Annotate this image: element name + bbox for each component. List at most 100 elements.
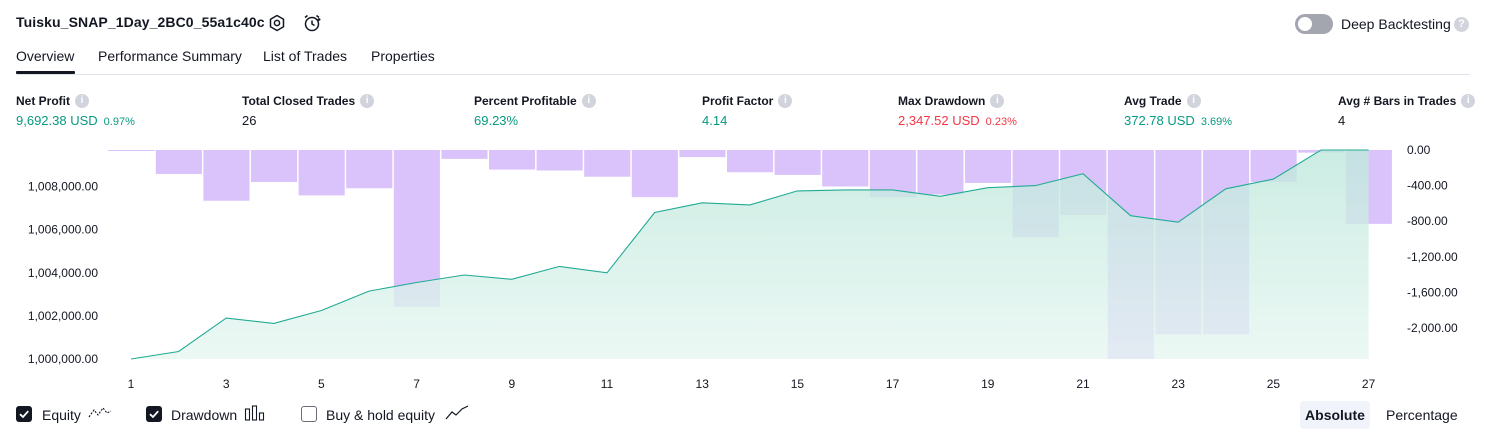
x-axis-tick-label: 25 <box>1267 377 1281 390</box>
deep-backtesting-label: Deep Backtesting <box>1341 16 1451 32</box>
left-axis-tick-label: 1,002,000.00 <box>28 309 98 323</box>
metric-value: 4.14 <box>702 113 728 128</box>
drawdown-bar <box>536 150 583 171</box>
info-icon[interactable]: i <box>360 94 375 108</box>
active-tab-indicator <box>16 71 75 74</box>
tab-performance-summary[interactable]: Performance Summary <box>98 48 242 64</box>
drawdown-bar <box>869 150 916 198</box>
equity-line-icon <box>88 407 112 418</box>
metric-value: 9,692.38 USD <box>16 113 98 128</box>
right-axis-ticks: 0.00 -400.00 -800.00 -1,200.00 -1,600.00 -2,0… <box>1407 143 1458 335</box>
left-axis-tick-label: 1,008,000.00 <box>28 180 98 194</box>
alert-clock-icon[interactable] <box>302 13 322 33</box>
drawdown-label: Drawdown <box>171 407 238 423</box>
x-axis-tick-label: 21 <box>1076 377 1090 390</box>
buy-hold-line-icon <box>445 405 469 420</box>
drawdown-bar <box>298 150 345 196</box>
drawdown-bar <box>679 150 726 158</box>
metric-label: Avg Trade <box>1124 94 1182 108</box>
drawdown-bar <box>917 150 964 195</box>
metric-percent: 3.69% <box>1200 116 1233 128</box>
x-axis-tick-label: 13 <box>696 377 710 390</box>
drawdown-bar <box>108 150 155 151</box>
metric-label: Net Profit <box>16 94 70 108</box>
metric-value: 69.23% <box>474 113 519 128</box>
equity-checkbox[interactable] <box>16 406 32 422</box>
metric-profit-factor: Profit Factor i 4.14 <box>702 94 793 128</box>
info-icon[interactable]: i <box>990 94 1005 108</box>
info-icon[interactable]: i <box>75 94 89 108</box>
x-axis-ticks: 1 3 5 7 9 11 13 15 17 19 21 23 25 27 <box>128 377 1376 390</box>
x-axis-tick-label: 27 <box>1362 377 1376 390</box>
left-axis-tick-label: 1,004,000.00 <box>28 266 98 280</box>
x-axis-tick-label: 7 <box>413 377 420 390</box>
tab-properties[interactable]: Properties <box>371 48 435 64</box>
drawdown-bar <box>965 150 1012 183</box>
tab-list-of-trades[interactable]: List of Trades <box>263 48 348 64</box>
drawdown-bar <box>203 150 250 201</box>
x-axis-tick-label: 15 <box>791 377 805 390</box>
deep-backtesting-help-icon[interactable]: ? <box>1454 17 1469 32</box>
tab-overview[interactable]: Overview <box>16 48 75 64</box>
drawdown-bar <box>727 150 774 173</box>
buy-hold-checkbox[interactable] <box>301 406 317 422</box>
drawdown-bars-icon <box>244 405 265 421</box>
metric-net-profit: Net Profit i 9,692.38 USD 0.97% <box>16 94 135 128</box>
x-axis-tick-label: 23 <box>1172 377 1186 390</box>
right-axis-tick-label: -1,200.00 <box>1407 250 1458 264</box>
absolute-button[interactable]: Absolute <box>1300 401 1370 429</box>
x-axis-tick-label: 3 <box>223 377 230 390</box>
drawdown-bar <box>346 150 393 189</box>
metric-avg-bars-in-trades: Avg # Bars in Trades i 4 <box>1338 94 1476 128</box>
drawdown-bar <box>822 150 869 187</box>
info-icon[interactable]: i <box>581 94 596 108</box>
equity-drawdown-chart[interactable]: 1,000,000.00 1,002,000.00 1,004,000.00 1,00… <box>0 140 1486 390</box>
metric-value: 372.78 USD <box>1124 113 1195 128</box>
metric-total-closed-trades: Total Closed Trades i 26 <box>242 94 375 128</box>
x-axis-tick-label: 19 <box>981 377 995 390</box>
metric-label: Max Drawdown <box>898 94 986 108</box>
right-axis-tick-label: -800.00 <box>1407 214 1448 228</box>
x-axis-tick-label: 17 <box>886 377 900 390</box>
metric-avg-trade: Avg Trade i 372.78 USD 3.69% <box>1124 94 1232 128</box>
left-axis-ticks: 1,000,000.00 1,002,000.00 1,004,000.00 1,00… <box>28 180 98 366</box>
right-axis-tick-label: -2,000.00 <box>1407 321 1458 335</box>
metric-percent: 0.23% <box>985 116 1017 128</box>
metric-percent-profitable: Percent Profitable i 69.23% <box>474 94 596 128</box>
info-icon[interactable]: i <box>778 94 793 108</box>
equity-area <box>131 150 1369 359</box>
right-axis-tick-label: -1,600.00 <box>1407 285 1458 299</box>
metric-max-drawdown: Max Drawdown i 2,347.52 USD 0.23% <box>898 94 1017 128</box>
buy-hold-label: Buy & hold equity <box>326 407 435 423</box>
deep-backtesting-toggle[interactable] <box>1295 14 1333 34</box>
x-axis-tick-label: 11 <box>601 377 614 390</box>
toggle-knob <box>1298 17 1312 31</box>
drawdown-bar <box>631 150 678 198</box>
metric-value: 26 <box>242 113 257 128</box>
info-icon[interactable]: i <box>1461 94 1476 108</box>
right-axis-tick-label: -400.00 <box>1407 179 1448 193</box>
x-axis-tick-label: 5 <box>318 377 325 390</box>
metric-value: 2,347.52 USD <box>898 113 980 128</box>
drawdown-bar <box>441 150 488 159</box>
info-icon[interactable]: i <box>1186 94 1201 108</box>
settings-gear-icon[interactable] <box>268 14 286 32</box>
metric-label: Total Closed Trades <box>242 94 356 108</box>
equity-label: Equity <box>42 407 81 423</box>
drawdown-bar <box>774 150 821 175</box>
drawdown-checkbox[interactable] <box>146 406 162 422</box>
metric-label: Percent Profitable <box>474 94 577 108</box>
drawdown-bar <box>155 150 202 175</box>
percentage-button[interactable]: Percentage <box>1386 407 1458 423</box>
metric-percent: 0.97% <box>103 116 135 128</box>
metric-label: Avg # Bars in Trades <box>1338 94 1457 108</box>
drawdown-bar <box>584 150 631 177</box>
left-axis-tick-label: 1,000,000.00 <box>28 352 98 366</box>
equity-line <box>130 149 1369 360</box>
right-axis-tick-label: 0.00 <box>1407 143 1431 157</box>
x-axis-tick-label: 9 <box>508 377 515 390</box>
x-axis-tick-label: 1 <box>128 377 135 390</box>
strategy-title: Tuisku_SNAP_1Day_2BC0_55a1c40c <box>16 14 265 30</box>
drawdown-bar <box>489 150 536 170</box>
tab-bar: Overview Performance Summary List of Tra… <box>16 48 616 68</box>
